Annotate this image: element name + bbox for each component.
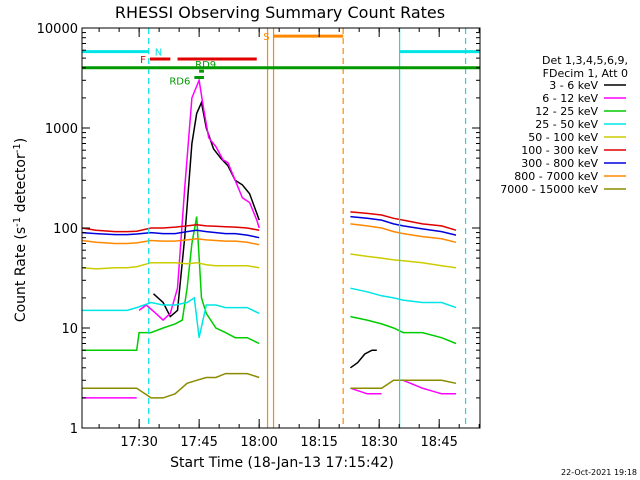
flag-label: RD6	[169, 76, 190, 87]
y-tick-label: 100	[53, 222, 78, 237]
x-axis-ticks: 17:30 17:45 18:00 18:15 18:30 18:45	[98, 28, 480, 450]
series-line	[82, 215, 457, 239]
legend-label: 800 - 7000 keV	[514, 170, 598, 183]
legend-label: 300 - 800 keV	[521, 157, 598, 170]
y-tick-label: 10000	[37, 22, 78, 37]
x-tick-label: 18:30	[360, 435, 397, 450]
series-line	[82, 253, 457, 270]
legend-label: 6 - 12 keV	[542, 92, 598, 105]
y-label-end: )	[13, 138, 29, 143]
legend: Det 1,3,4,5,6,9,FDecim 1, Att 03 - 6 keV…	[500, 54, 628, 196]
series-line	[82, 287, 457, 338]
y-label-sup: -1	[12, 217, 23, 227]
flag-label: F	[140, 55, 146, 66]
chart-title: RHESSI Observing Summary Count Rates	[115, 3, 445, 22]
y-tick-label: 1	[70, 422, 78, 437]
y-label-sup: -1	[12, 143, 23, 153]
y-tick-label: 10	[61, 322, 78, 337]
x-tick-label: 18:45	[420, 435, 457, 450]
vertical-markers	[148, 28, 467, 428]
y-tick-label: 1000	[45, 122, 78, 137]
legend-label: 100 - 300 keV	[521, 144, 598, 157]
x-axis-label: Start Time (18-Jan-13 17:15:42)	[170, 455, 394, 471]
series-layer	[82, 77, 457, 399]
footer-date: 22-Oct-2021 19:18	[561, 468, 637, 477]
flag-label: N	[155, 48, 162, 59]
series-line	[82, 216, 457, 351]
legend-header: FDecim 1, Att 0	[543, 67, 628, 80]
legend-label: 7000 - 15000 keV	[500, 183, 598, 196]
flag-label: RD9	[195, 60, 216, 71]
legend-label: 3 - 6 keV	[549, 79, 598, 92]
y-label-part: detector	[13, 153, 29, 217]
x-tick-label: 18:15	[300, 435, 337, 450]
legend-label: 25 - 50 keV	[535, 118, 598, 131]
flag-bars: NF RD9 RD6 S	[82, 32, 480, 87]
series-line	[82, 223, 457, 246]
y-axis-ticks: 1 10 100 1000 10000	[37, 22, 480, 437]
legend-label: 50 - 100 keV	[528, 131, 598, 144]
legend-header: Det 1,3,4,5,6,9,	[542, 54, 628, 67]
series-line	[82, 211, 457, 233]
x-tick-label: 17:30	[120, 435, 157, 450]
y-axis-label: Count Rate (s-1 detector-1)	[12, 138, 29, 322]
x-tick-label: 18:00	[240, 435, 277, 450]
legend-label: 12 - 25 keV	[535, 105, 598, 118]
flag-label: S	[263, 32, 269, 43]
x-tick-label: 17:45	[180, 435, 217, 450]
series-line	[82, 372, 457, 399]
y-label-part: Count Rate (s	[13, 227, 29, 322]
series-line	[82, 77, 456, 399]
